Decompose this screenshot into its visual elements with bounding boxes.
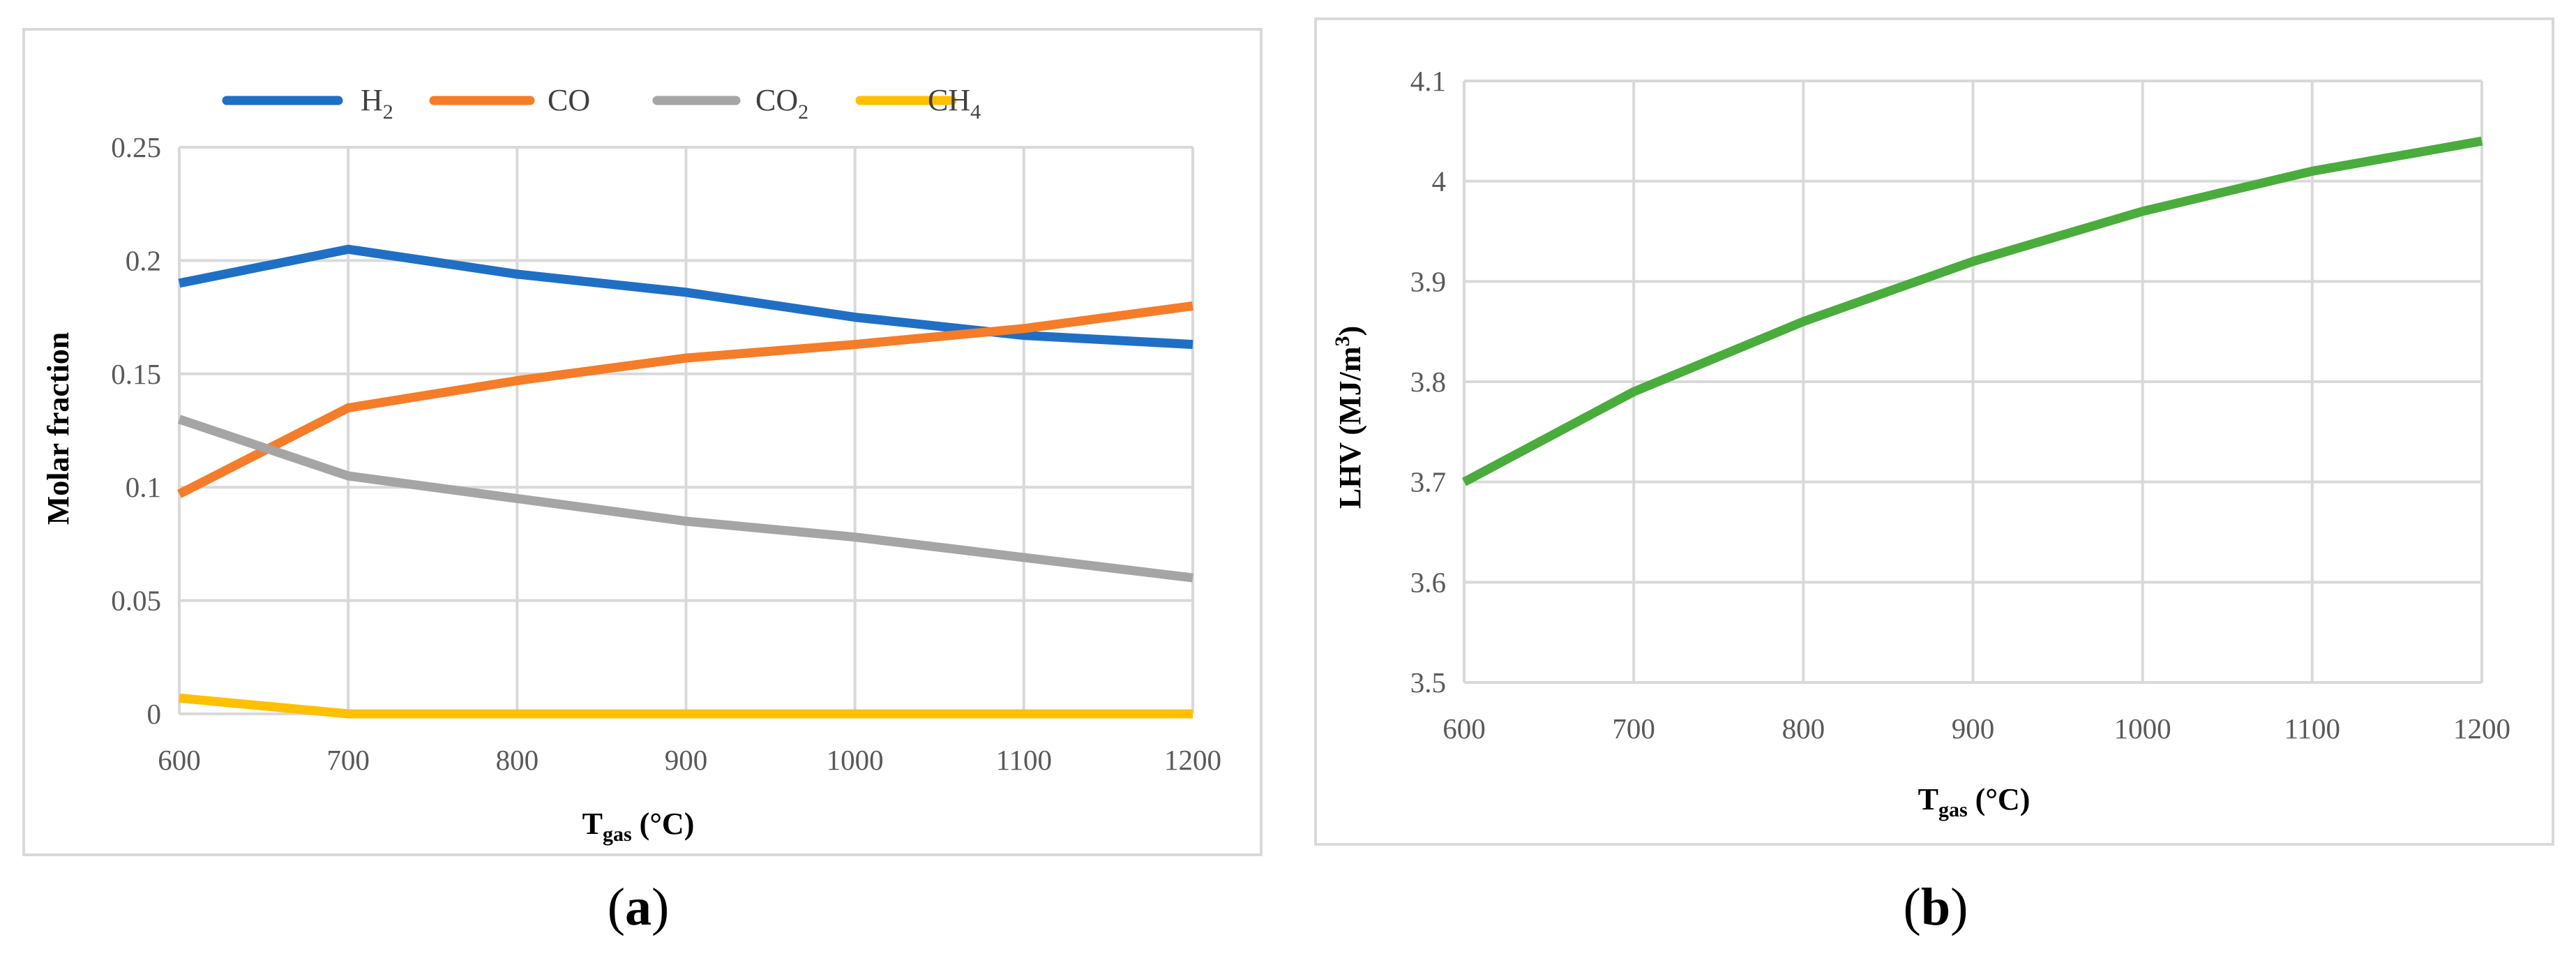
- x-tick-label: 700: [1612, 712, 1655, 745]
- y-tick-label: 0.15: [111, 358, 161, 390]
- series-line-h2: [178, 244, 1193, 350]
- panel-label-a: (a): [608, 878, 670, 936]
- x-tick-label: 900: [665, 744, 708, 776]
- x-tick-label: 800: [496, 744, 539, 776]
- y-tick-label: 4: [1432, 165, 1447, 197]
- chart-b-x-axis-title: Tgas (°C): [1918, 782, 2031, 821]
- chart-a-legend: H2 CO CO2 CH4: [222, 83, 981, 124]
- chart-a-frame: [22, 28, 1263, 856]
- chart-a: 0 0.05 0.1 0.15 0.2 0.25 600 700 800 900 1000 1100…: [22, 28, 1263, 936]
- series-line-lhv: [1461, 136, 2483, 486]
- panel-label-b: (b): [1904, 878, 1968, 936]
- x-tick-label: 600: [1443, 712, 1486, 745]
- y-tick-label: 3.7: [1410, 466, 1446, 498]
- chart-a-series: [177, 244, 1193, 719]
- x-tick-label: 1100: [2284, 712, 2340, 745]
- chart-b-x-tick-labels: 600 700 800 900 1000 1100 1200: [1443, 712, 2510, 745]
- chart-a-y-tick-labels: 0 0.05 0.1 0.15 0.2 0.25: [111, 131, 161, 730]
- y-tick-label: 3.8: [1410, 366, 1446, 398]
- y-tick-label: 0.25: [111, 131, 161, 163]
- legend-label-co: CO: [548, 83, 590, 117]
- x-tick-label: 900: [1952, 712, 1995, 745]
- series-line-ch4: [179, 693, 1193, 719]
- legend-item-ch4: CH4: [855, 83, 981, 124]
- y-tick-label: 3.6: [1410, 566, 1446, 598]
- legend-label-ch4: CH4: [928, 83, 981, 124]
- x-tick-label: 1000: [2114, 712, 2171, 745]
- chart-b-series: [1461, 136, 2483, 486]
- chart-b-y-tick-labels: 3.5 3.6 3.7 3.8 3.9 4 4.1: [1410, 65, 1446, 699]
- chart-b-gridlines: [1463, 80, 2483, 684]
- chart-b: 3.5 3.6 3.7 3.8 3.9 4 4.1 600 700 800 900 1000 1100…: [1314, 17, 2554, 936]
- legend-item-co2: CO2: [652, 83, 808, 124]
- legend-label-co2: CO2: [755, 83, 808, 124]
- chart-b-frame: [1314, 17, 2554, 846]
- y-tick-label: 3.5: [1410, 666, 1446, 699]
- chart-a-y-axis-title: Molar fraction: [41, 332, 75, 525]
- x-tick-label: 1200: [1164, 744, 1221, 776]
- chart-a-x-tick-labels: 600 700 800 900 1000 1100 1200: [158, 744, 1221, 776]
- x-tick-label: 700: [326, 744, 370, 776]
- series-line-co: [177, 301, 1193, 498]
- y-tick-label: 0.05: [111, 585, 161, 617]
- x-tick-label: 600: [158, 744, 201, 776]
- legend-label-h2: H2: [361, 83, 393, 124]
- x-tick-label: 1000: [827, 744, 884, 776]
- chart-b-y-axis-title: LHV (MJ/m3): [1331, 326, 1367, 509]
- y-tick-label: 0: [147, 698, 162, 730]
- x-tick-label: 1100: [996, 744, 1052, 776]
- legend-item-h2: H2: [222, 83, 393, 124]
- y-tick-label: 4.1: [1410, 65, 1446, 97]
- x-tick-label: 1200: [2453, 712, 2510, 745]
- series-line-co2: [177, 414, 1193, 583]
- x-tick-label: 800: [1782, 712, 1825, 745]
- legend-item-co: CO: [429, 83, 590, 117]
- y-tick-label: 0.2: [126, 244, 161, 276]
- y-tick-label: 3.9: [1410, 265, 1446, 297]
- chart-a-x-axis-title: Tgas (°C): [582, 807, 695, 846]
- chart-a-gridlines: [178, 146, 1194, 715]
- y-tick-label: 0.1: [126, 471, 161, 503]
